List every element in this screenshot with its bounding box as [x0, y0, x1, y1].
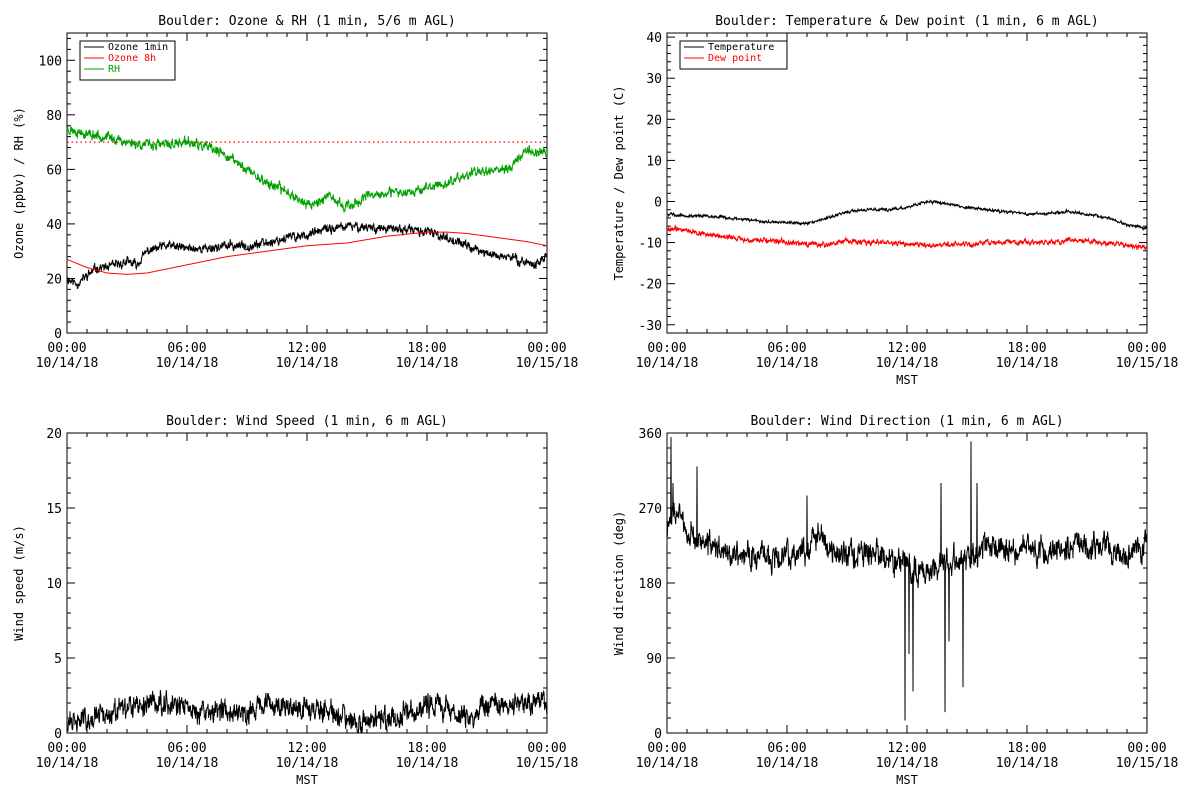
y-tick-label: -10 — [639, 237, 662, 252]
x-tick-date-label: 10/14/18 — [876, 756, 939, 771]
x-tick-time-label: 18:00 — [407, 741, 446, 756]
y-tick-label: 0 — [654, 727, 662, 742]
x-tick-date-label: 10/14/18 — [396, 356, 459, 371]
plot-frame — [666, 32, 1148, 334]
y-tick-label: -30 — [639, 319, 662, 334]
x-tick-date-label: 10/14/18 — [756, 756, 819, 771]
x-tick-date-label: 10/14/18 — [636, 756, 699, 771]
series-line-wind-direction — [667, 437, 1147, 721]
legend-label: Temperature — [708, 42, 774, 53]
x-tick-date-label: 10/14/18 — [36, 356, 99, 371]
x-axis-label: MST — [896, 773, 918, 787]
legend-label: RH — [108, 64, 120, 75]
plot-frame — [666, 432, 1148, 734]
y-tick-label: 20 — [46, 427, 62, 442]
y-tick-label: 10 — [46, 577, 62, 592]
legend-label: Ozone 8h — [108, 53, 156, 64]
y-tick-label: 100 — [39, 54, 62, 69]
x-axis-label: MST — [296, 773, 318, 787]
panel-wind-direction: Boulder: Wind Direction (1 min, 6 m AGL)… — [612, 414, 1178, 787]
x-tick-date-label: 10/14/18 — [396, 756, 459, 771]
x-tick-date-label: 10/14/18 — [36, 756, 99, 771]
panel-ozone: Boulder: Ozone & RH (1 min, 5/6 m AGL) Oz… — [12, 14, 578, 371]
x-tick-date-label: 10/14/18 — [876, 356, 939, 371]
y-axis-label: Temperature / Dew point (C) — [612, 85, 626, 280]
legend-label: Ozone 1min — [108, 42, 168, 53]
series-line-wind-speed — [67, 689, 547, 733]
x-tick-time-label: 00:00 — [1127, 741, 1166, 756]
x-tick-date-label: 10/14/18 — [996, 356, 1059, 371]
y-axis-label: Wind direction (deg) — [612, 511, 626, 656]
y-tick-label: 360 — [639, 427, 662, 442]
plot-frame — [66, 432, 548, 734]
y-tick-label: 0 — [54, 327, 62, 342]
chart-title: Boulder: Wind Speed (1 min, 6 m AGL) — [166, 414, 448, 429]
x-axis-label: MST — [896, 373, 918, 387]
x-tick-time-label: 12:00 — [287, 741, 326, 756]
y-tick-label: 15 — [46, 502, 62, 517]
x-tick-time-label: 06:00 — [167, 341, 206, 356]
y-tick-label: 180 — [639, 577, 662, 592]
y-tick-label: 30 — [646, 72, 662, 87]
x-tick-date-label: 10/14/18 — [156, 356, 219, 371]
y-tick-label: 20 — [46, 272, 62, 287]
y-tick-label: 40 — [46, 218, 62, 233]
series-line-dew-point — [667, 224, 1147, 251]
x-tick-time-label: 00:00 — [1127, 341, 1166, 356]
y-tick-label: 40 — [646, 31, 662, 46]
y-axis-label: Ozone (ppbv) / RH (%) — [12, 107, 26, 259]
series-line-ozone-1min — [67, 221, 547, 290]
series-line-temperature — [667, 199, 1147, 231]
x-tick-date-label: 10/15/18 — [516, 756, 579, 771]
x-tick-time-label: 00:00 — [47, 341, 86, 356]
y-tick-label: -20 — [639, 278, 662, 293]
chart-title: Boulder: Temperature & Dew point (1 min,… — [715, 14, 1099, 29]
x-tick-date-label: 10/14/18 — [756, 356, 819, 371]
y-tick-label: 10 — [646, 154, 662, 169]
x-tick-date-label: 10/15/18 — [516, 356, 579, 371]
x-tick-time-label: 12:00 — [887, 341, 926, 356]
x-tick-date-label: 10/15/18 — [1116, 756, 1179, 771]
x-tick-time-label: 00:00 — [647, 741, 686, 756]
x-tick-date-label: 10/14/18 — [276, 756, 339, 771]
x-tick-time-label: 18:00 — [1007, 741, 1046, 756]
x-tick-time-label: 00:00 — [647, 341, 686, 356]
x-tick-time-label: 18:00 — [1007, 341, 1046, 356]
y-tick-label: 5 — [54, 652, 62, 667]
x-tick-time-label: 00:00 — [527, 341, 566, 356]
y-tick-label: 0 — [54, 727, 62, 742]
y-tick-label: 0 — [654, 195, 662, 210]
legend-label: Dew point — [708, 53, 762, 64]
y-tick-label: 90 — [646, 652, 662, 667]
x-tick-time-label: 06:00 — [167, 741, 206, 756]
x-tick-time-label: 12:00 — [287, 341, 326, 356]
y-tick-label: 20 — [646, 113, 662, 128]
panel-wind-speed: Boulder: Wind Speed (1 min, 6 m AGL) Wind… — [12, 414, 578, 787]
y-tick-label: 270 — [639, 502, 662, 517]
chart-title: Boulder: Wind Direction (1 min, 6 m AGL) — [750, 414, 1063, 429]
x-tick-time-label: 06:00 — [767, 741, 806, 756]
x-tick-time-label: 18:00 — [407, 341, 446, 356]
chart-title: Boulder: Ozone & RH (1 min, 5/6 m AGL) — [158, 14, 455, 29]
x-tick-time-label: 06:00 — [767, 341, 806, 356]
series-line-ozone-8h — [67, 231, 547, 275]
x-tick-date-label: 10/14/18 — [996, 756, 1059, 771]
x-tick-date-label: 10/14/18 — [156, 756, 219, 771]
x-tick-date-label: 10/14/18 — [276, 356, 339, 371]
x-tick-time-label: 12:00 — [887, 741, 926, 756]
y-tick-label: 60 — [46, 163, 62, 178]
x-tick-time-label: 00:00 — [527, 741, 566, 756]
series-line-rh — [67, 125, 547, 213]
x-tick-date-label: 10/14/18 — [636, 356, 699, 371]
y-tick-label: 80 — [46, 109, 62, 124]
x-tick-date-label: 10/15/18 — [1116, 356, 1179, 371]
legend-box — [679, 40, 788, 70]
panel-temperature: Boulder: Temperature & Dew point (1 min,… — [612, 14, 1178, 387]
x-tick-time-label: 00:00 — [47, 741, 86, 756]
y-axis-label: Wind speed (m/s) — [12, 525, 26, 641]
